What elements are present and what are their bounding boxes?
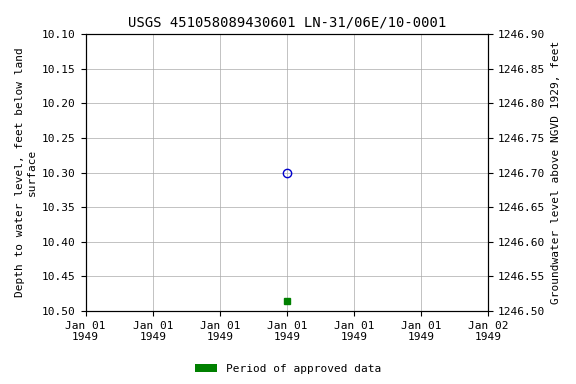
Y-axis label: Groundwater level above NGVD 1929, feet: Groundwater level above NGVD 1929, feet (551, 41, 561, 304)
Legend: Period of approved data: Period of approved data (191, 359, 385, 379)
Y-axis label: Depth to water level, feet below land
surface: Depth to water level, feet below land su… (15, 48, 37, 298)
Title: USGS 451058089430601 LN-31/06E/10-0001: USGS 451058089430601 LN-31/06E/10-0001 (128, 15, 446, 29)
